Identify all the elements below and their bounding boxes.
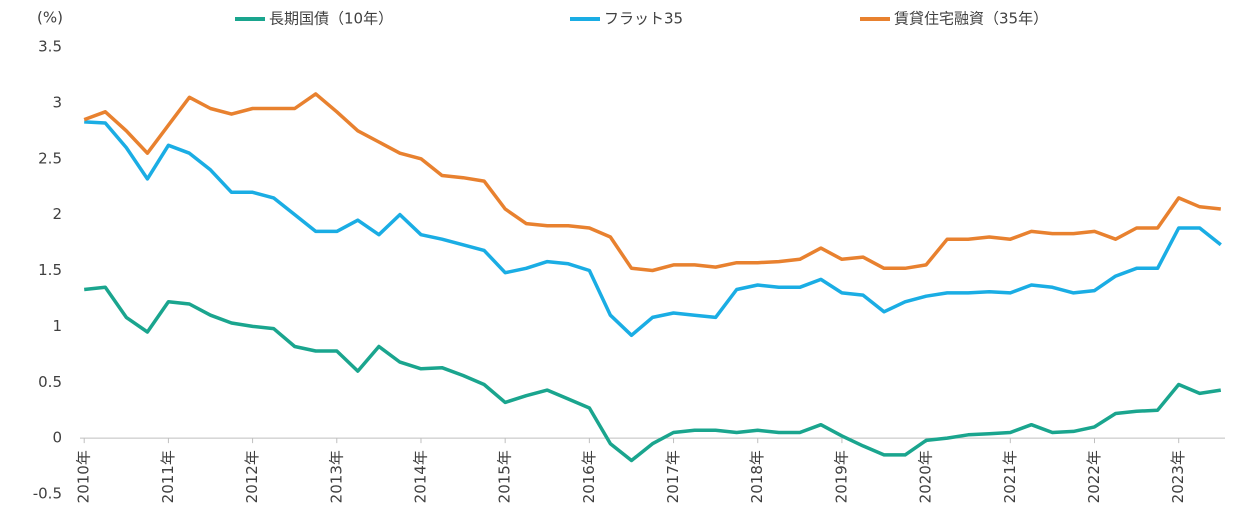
x-tick-label: 2016年 xyxy=(580,450,598,503)
series-line xyxy=(84,120,1222,338)
x-tick-label: 2017年 xyxy=(664,450,682,503)
legend-label: 賃貸住宅融資（35年） xyxy=(894,10,1048,28)
x-tick-label: 2020年 xyxy=(917,450,935,503)
x-tick-label: 2018年 xyxy=(748,450,766,503)
x-tick-label: 2010年 xyxy=(75,450,93,503)
x-tick-label: 2011年 xyxy=(159,450,177,503)
y-tick-label: 3 xyxy=(52,93,62,111)
x-tick-label: 2014年 xyxy=(411,450,429,503)
y-tick-label: 3.5 xyxy=(38,38,62,56)
y-tick-label: 2 xyxy=(52,205,62,223)
x-tick-label: 2019年 xyxy=(832,450,850,503)
y-tick-label: 0.5 xyxy=(38,373,62,391)
legend-label: 長期国債（10年） xyxy=(269,10,393,28)
y-tick-label: -0.5 xyxy=(33,485,62,503)
x-tick-label: 2021年 xyxy=(1001,450,1019,503)
y-unit: (%) xyxy=(37,9,63,27)
x-tick-label: 2023年 xyxy=(1169,450,1187,503)
x-tick-label: 2022年 xyxy=(1085,450,1103,503)
y-tick-label: 1 xyxy=(52,317,62,335)
y-tick-label: 1.5 xyxy=(38,261,62,279)
x-tick-label: 2013年 xyxy=(327,450,345,503)
series-line xyxy=(84,285,1222,463)
y-tick-label: 0 xyxy=(52,429,62,447)
x-tick-label: 2015年 xyxy=(496,450,514,503)
x-tick-label: 2012年 xyxy=(243,450,261,503)
legend-label: フラット35 xyxy=(604,10,683,28)
series-line xyxy=(83,92,1221,273)
y-tick-label: 2.5 xyxy=(38,149,62,167)
